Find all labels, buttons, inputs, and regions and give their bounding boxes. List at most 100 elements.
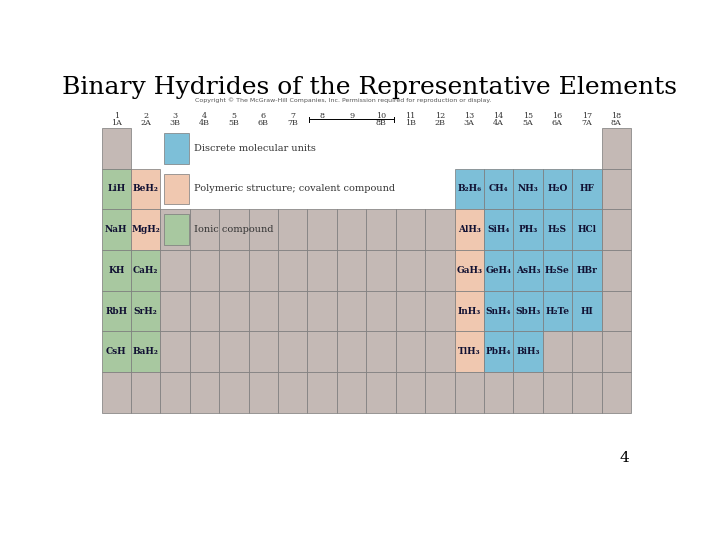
Text: AsH₃: AsH₃ <box>516 266 540 275</box>
Bar <box>163 174 189 204</box>
Bar <box>513 332 543 372</box>
Bar <box>601 128 631 168</box>
Text: PbH₄: PbH₄ <box>486 347 511 356</box>
Bar <box>396 250 425 291</box>
Text: Discrete molecular units: Discrete molecular units <box>194 144 316 153</box>
Bar <box>484 168 513 210</box>
Bar <box>190 332 220 372</box>
Text: 6: 6 <box>261 112 266 120</box>
Bar <box>248 291 278 332</box>
Bar <box>278 332 307 372</box>
Bar <box>102 250 131 291</box>
Text: 5A: 5A <box>523 119 534 127</box>
Bar <box>543 250 572 291</box>
Bar <box>220 250 248 291</box>
Text: Copyright © The McGraw-Hill Companies, Inc. Permission required for reproduction: Copyright © The McGraw-Hill Companies, I… <box>195 97 491 103</box>
Text: 7: 7 <box>290 112 295 120</box>
Text: SiH₄: SiH₄ <box>487 225 510 234</box>
Bar <box>366 291 396 332</box>
Text: 10: 10 <box>376 112 386 120</box>
Text: CaH₂: CaH₂ <box>133 266 158 275</box>
Text: 8A: 8A <box>611 119 621 127</box>
Text: H₂Se: H₂Se <box>545 266 570 275</box>
Text: 1: 1 <box>114 112 119 120</box>
Bar <box>102 210 131 250</box>
Text: 17: 17 <box>582 112 592 120</box>
Text: CsH: CsH <box>106 347 127 356</box>
Bar <box>454 210 484 250</box>
Text: 8: 8 <box>320 112 325 120</box>
Text: 8B: 8B <box>376 119 387 127</box>
Bar <box>425 210 454 250</box>
Text: HF: HF <box>580 185 594 193</box>
Bar <box>601 372 631 413</box>
Text: 6B: 6B <box>258 119 269 127</box>
Bar <box>425 250 454 291</box>
Bar <box>454 168 484 210</box>
Bar <box>131 332 161 372</box>
Text: Binary Hydrides of the Representative Elements: Binary Hydrides of the Representative El… <box>61 76 677 99</box>
Text: TlH₃: TlH₃ <box>458 347 480 356</box>
Text: 14: 14 <box>493 112 504 120</box>
Text: H₂O: H₂O <box>547 185 567 193</box>
Text: 12: 12 <box>435 112 445 120</box>
Bar <box>484 250 513 291</box>
Text: 2: 2 <box>143 112 148 120</box>
Text: HCl: HCl <box>577 225 596 234</box>
Bar <box>102 332 131 372</box>
Text: BeH₂: BeH₂ <box>132 185 158 193</box>
Bar <box>131 291 161 332</box>
Bar <box>220 210 248 250</box>
Bar <box>161 210 190 250</box>
Bar <box>190 210 220 250</box>
Bar <box>396 372 425 413</box>
Text: KH: KH <box>108 266 125 275</box>
Bar <box>513 372 543 413</box>
Bar <box>102 372 131 413</box>
Bar <box>396 291 425 332</box>
Text: 7A: 7A <box>582 119 593 127</box>
Bar <box>220 291 248 332</box>
Bar <box>484 210 513 250</box>
Bar <box>601 250 631 291</box>
Bar <box>425 372 454 413</box>
Bar <box>161 250 190 291</box>
Bar <box>454 332 484 372</box>
Bar <box>543 210 572 250</box>
Bar <box>572 168 601 210</box>
Text: BaH₂: BaH₂ <box>132 347 158 356</box>
Bar <box>102 168 131 210</box>
Bar <box>601 210 631 250</box>
Bar <box>337 291 366 332</box>
Text: 1B: 1B <box>405 119 416 127</box>
Text: 16: 16 <box>552 112 562 120</box>
Bar <box>248 250 278 291</box>
Bar <box>307 291 337 332</box>
Text: 7B: 7B <box>287 119 298 127</box>
Bar <box>278 210 307 250</box>
Bar <box>513 210 543 250</box>
Bar <box>366 250 396 291</box>
Text: 4: 4 <box>202 112 207 120</box>
Text: 5B: 5B <box>228 119 239 127</box>
Text: CH₄: CH₄ <box>489 185 508 193</box>
Bar <box>337 250 366 291</box>
Bar <box>425 332 454 372</box>
Bar <box>572 291 601 332</box>
Text: 3: 3 <box>173 112 178 120</box>
Bar <box>161 291 190 332</box>
Bar <box>307 372 337 413</box>
Bar <box>337 210 366 250</box>
Bar <box>543 372 572 413</box>
Bar <box>307 332 337 372</box>
Text: NaH: NaH <box>105 225 127 234</box>
Text: SbH₃: SbH₃ <box>516 307 541 315</box>
Bar <box>278 250 307 291</box>
Bar <box>484 291 513 332</box>
Text: 5: 5 <box>231 112 236 120</box>
Text: 3A: 3A <box>464 119 474 127</box>
Text: PH₃: PH₃ <box>518 225 538 234</box>
Bar <box>278 291 307 332</box>
Bar <box>307 250 337 291</box>
Bar <box>131 372 161 413</box>
